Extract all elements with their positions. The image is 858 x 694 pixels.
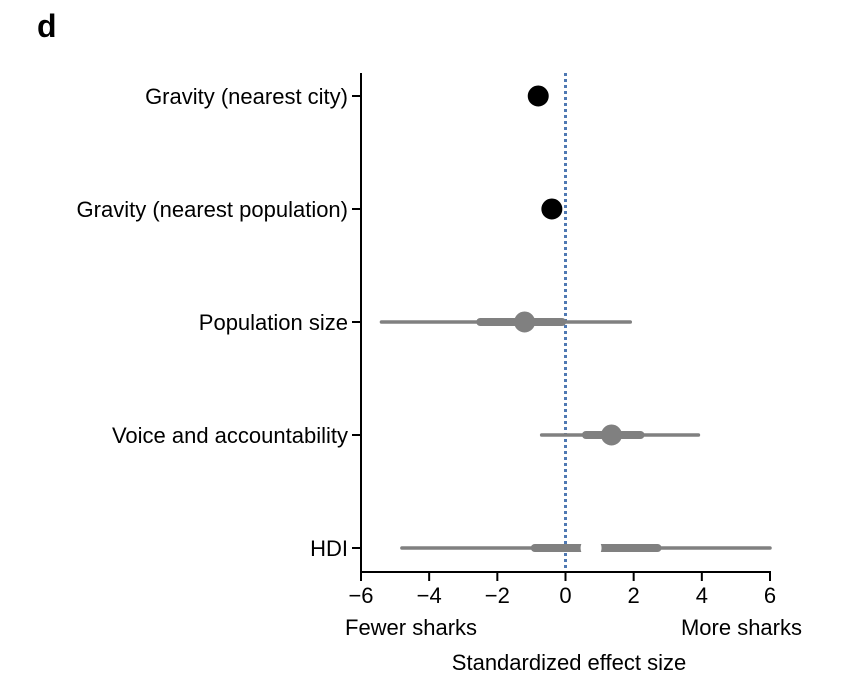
panel-letter: d <box>37 8 57 44</box>
point-estimate <box>601 424 623 446</box>
point-estimate <box>514 311 536 333</box>
forest-row <box>539 424 701 446</box>
x-axis-title: Standardized effect size <box>452 650 686 675</box>
forest-row <box>527 85 549 107</box>
x-tick-label: 6 <box>764 583 776 608</box>
x-tick-label: −4 <box>417 583 442 608</box>
axis-layer: −6 −4 −2 0 2 4 6 Gravity (nearest city)Gravity… <box>77 73 776 608</box>
point-estimate <box>527 85 549 107</box>
rows-layer <box>379 85 772 559</box>
point-estimate <box>541 198 563 220</box>
more-sharks-annotation: More sharks <box>681 615 802 640</box>
x-tick-label: 2 <box>628 583 640 608</box>
x-tick-label: −6 <box>348 583 373 608</box>
forest-row <box>541 198 563 220</box>
forest-row <box>400 537 772 559</box>
y-categories: Gravity (nearest city) Gravity (nearest p… <box>77 84 361 561</box>
y-category-label: Gravity (nearest population) <box>77 197 348 222</box>
point-estimate <box>580 537 602 559</box>
x-tick-label: 4 <box>696 583 708 608</box>
y-category-label: Population size <box>199 310 348 335</box>
y-category-label: HDI <box>310 536 348 561</box>
y-category-label: Voice and accountability <box>112 423 348 448</box>
x-ticks: −6 −4 −2 0 2 4 6 <box>348 572 776 608</box>
y-category-label: Gravity (nearest city) <box>145 84 348 109</box>
forest-row <box>379 311 633 333</box>
x-tick-label: −2 <box>485 583 510 608</box>
x-tick-label: 0 <box>559 583 571 608</box>
fewer-sharks-annotation: Fewer sharks <box>345 615 477 640</box>
